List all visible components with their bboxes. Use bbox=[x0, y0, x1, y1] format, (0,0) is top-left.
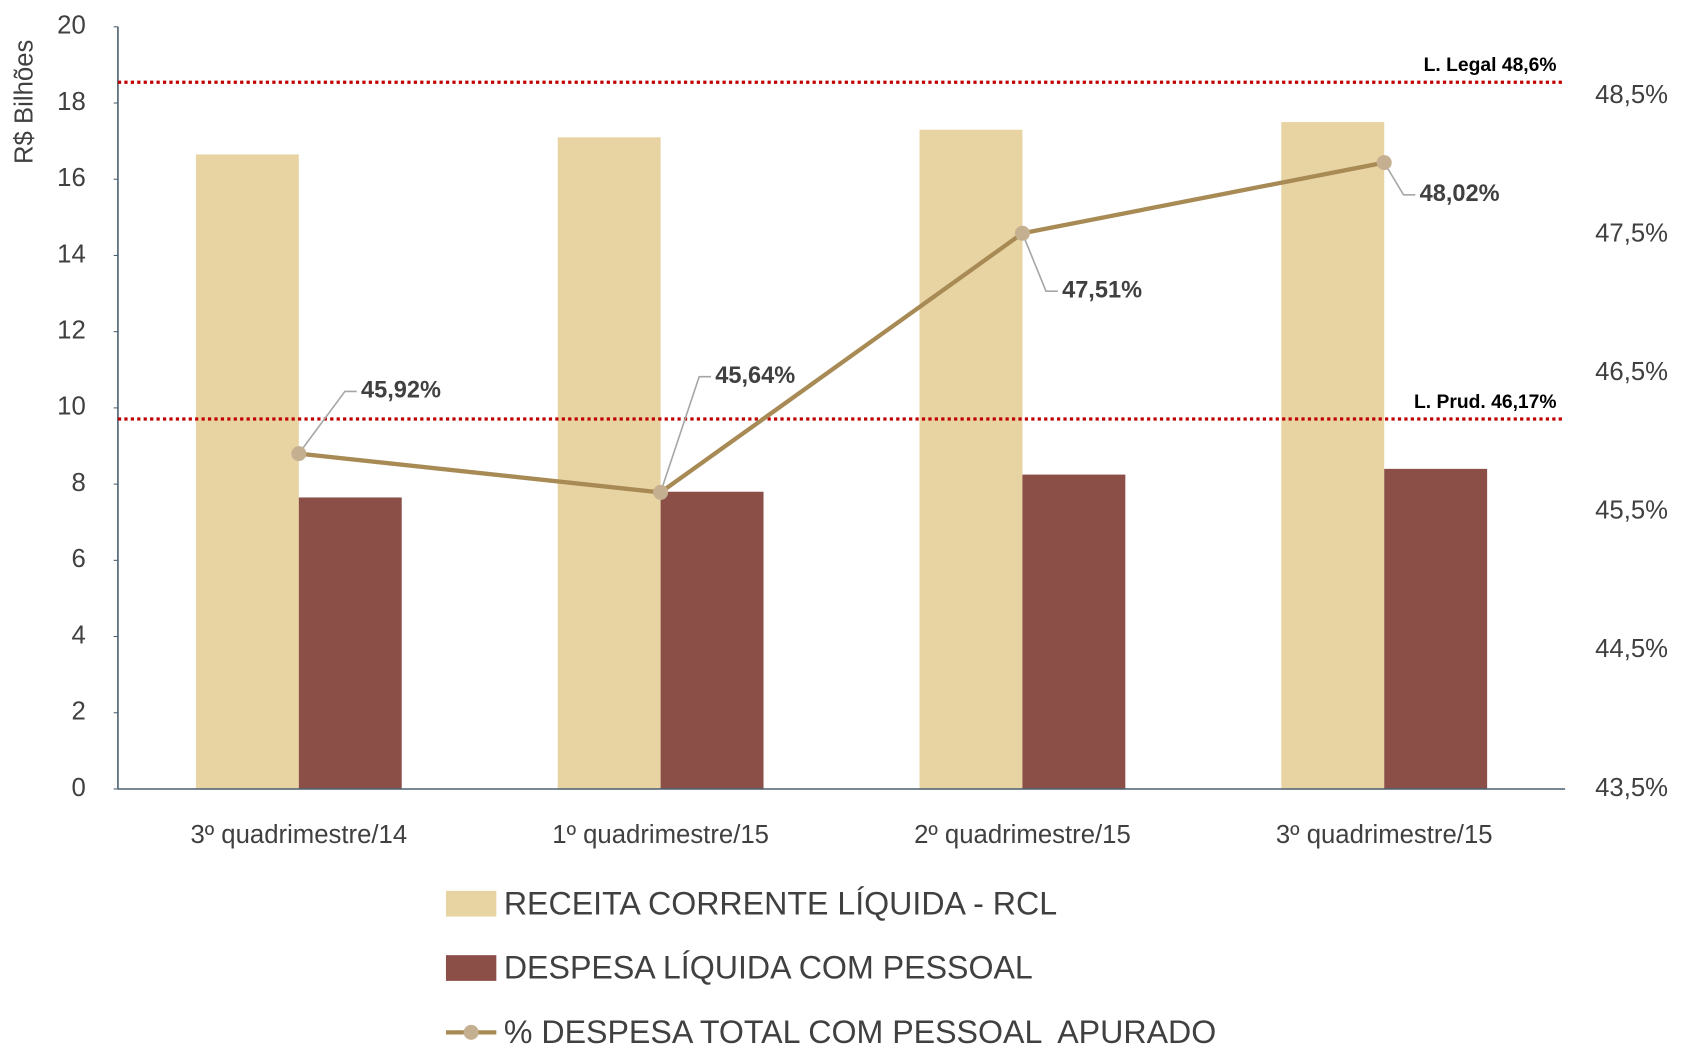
bar bbox=[919, 129, 1023, 789]
bar bbox=[195, 154, 299, 789]
y-tick-label: 8 bbox=[71, 469, 85, 497]
bar bbox=[1022, 474, 1126, 789]
line-marker bbox=[1014, 225, 1030, 241]
y-tick-label: 16 bbox=[57, 164, 86, 192]
data-label: 47,51% bbox=[1062, 276, 1142, 302]
data-label: 48,02% bbox=[1420, 180, 1500, 206]
y-tick-label: 6 bbox=[71, 545, 85, 573]
legend-swatch bbox=[445, 955, 497, 981]
bar bbox=[298, 497, 402, 789]
y-tick-label: 20 bbox=[57, 12, 86, 40]
y-tick-label: 0 bbox=[71, 774, 85, 802]
leader-line bbox=[1021, 232, 1058, 292]
y2-tick-label: 44,5% bbox=[1595, 635, 1668, 663]
y-tick-label: 10 bbox=[57, 393, 86, 421]
line bbox=[298, 160, 1385, 495]
bar bbox=[1384, 468, 1488, 789]
data-label: 45,64% bbox=[715, 362, 795, 388]
legend-label: % DESPESA TOTAL COM PESSOAL APURADO bbox=[504, 1014, 1216, 1046]
bar bbox=[660, 491, 764, 789]
y-tick-label: 14 bbox=[57, 240, 86, 268]
y2-tick-label: 46,5% bbox=[1595, 358, 1668, 386]
y-tick-label: 2 bbox=[71, 698, 85, 726]
legend-swatch bbox=[445, 890, 497, 917]
reference-label: L. Prud. 46,17% bbox=[1414, 392, 1557, 413]
bar bbox=[1281, 122, 1385, 789]
legend-label: RECEITA CORRENTE LÍQUIDA - RCL bbox=[504, 885, 1057, 921]
x-tick-label: 1º quadrimestre/15 bbox=[552, 821, 769, 849]
x-tick-label: 3º quadrimestre/14 bbox=[190, 821, 407, 849]
legend-label: DESPESA LÍQUIDA COM PESSOAL bbox=[504, 950, 1033, 986]
y-axis-label: R$ Bilhões bbox=[11, 40, 39, 164]
line-marker bbox=[1376, 155, 1392, 171]
x-tick-label: 3º quadrimestre/15 bbox=[1276, 821, 1493, 849]
leader-line bbox=[659, 375, 712, 493]
y-tick-label: 12 bbox=[57, 316, 86, 344]
bar bbox=[557, 137, 661, 789]
y2-tick-label: 48,5% bbox=[1595, 81, 1668, 109]
y-tick-label: 4 bbox=[71, 621, 85, 649]
line-marker bbox=[291, 446, 307, 462]
legend-swatch-marker bbox=[463, 1024, 479, 1040]
reference-label: L. Legal 48,6% bbox=[1424, 55, 1557, 76]
x-tick-label: 2º quadrimestre/15 bbox=[914, 821, 1131, 849]
y2-tick-label: 45,5% bbox=[1595, 497, 1668, 525]
leader-line bbox=[1383, 162, 1416, 196]
leader-line bbox=[298, 390, 357, 455]
y2-tick-label: 47,5% bbox=[1595, 219, 1668, 247]
line-marker bbox=[653, 484, 669, 500]
data-label: 45,92% bbox=[361, 377, 441, 403]
y2-tick-label: 43,5% bbox=[1595, 774, 1668, 802]
y-tick-label: 18 bbox=[57, 88, 86, 116]
